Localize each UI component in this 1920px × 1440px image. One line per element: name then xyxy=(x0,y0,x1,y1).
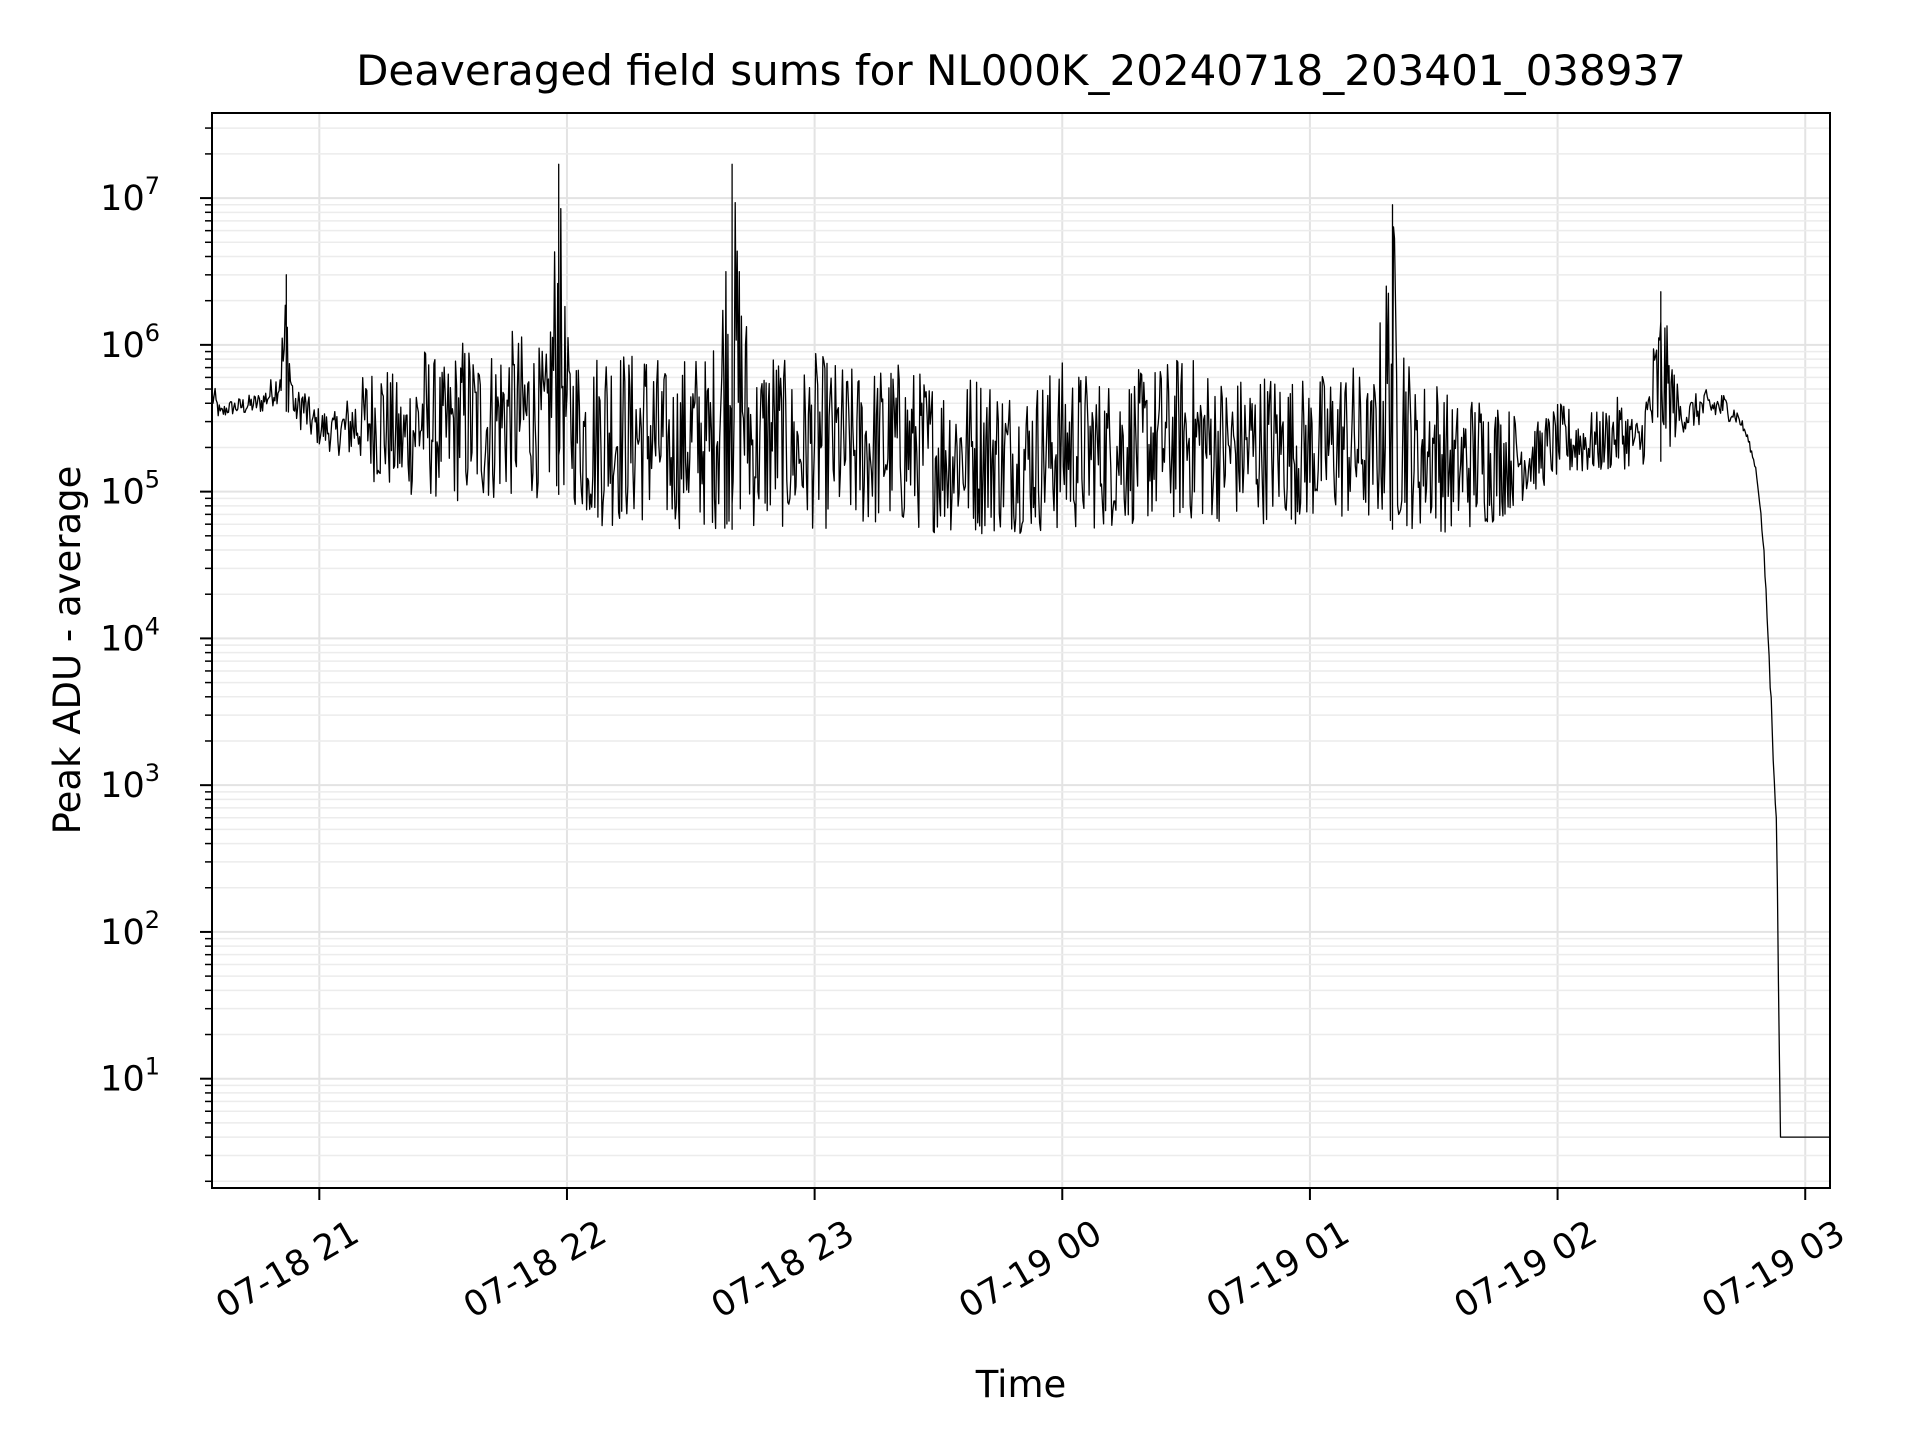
y-tick-label: 101 xyxy=(100,1053,160,1100)
y-tick-exponent: 7 xyxy=(145,172,160,200)
y-tick-label: 102 xyxy=(100,906,160,953)
grid-lines xyxy=(212,113,1830,1188)
y-tick-label: 107 xyxy=(100,172,160,219)
y-tick-base: 10 xyxy=(100,1060,145,1100)
series-line xyxy=(211,163,1830,1138)
y-tick-exponent: 1 xyxy=(145,1053,160,1081)
y-axis-label: Peak ADU - average xyxy=(46,466,89,835)
y-tick-exponent: 4 xyxy=(145,612,160,640)
y-tick-base: 10 xyxy=(100,326,145,366)
y-tick-exponent: 5 xyxy=(145,466,160,494)
y-tick-exponent: 3 xyxy=(145,759,160,787)
y-tick-label: 104 xyxy=(100,612,160,659)
data-series xyxy=(211,163,1830,1138)
chart-title: Deaveraged field sums for NL000K_2024071… xyxy=(356,46,1686,95)
plot-frame xyxy=(211,112,1831,1189)
y-tick-label: 106 xyxy=(100,319,160,366)
y-tick-base: 10 xyxy=(100,619,145,659)
y-tick-label: 105 xyxy=(100,466,160,513)
y-tick-base: 10 xyxy=(100,766,145,806)
y-tick-base: 10 xyxy=(100,913,145,953)
x-axis-label: Time xyxy=(975,1363,1067,1406)
y-tick-base: 10 xyxy=(100,473,145,513)
y-tick-base: 10 xyxy=(100,179,145,219)
y-tick-label: 103 xyxy=(100,759,160,806)
y-tick-exponent: 6 xyxy=(145,319,160,347)
y-tick-exponent: 2 xyxy=(145,906,160,934)
